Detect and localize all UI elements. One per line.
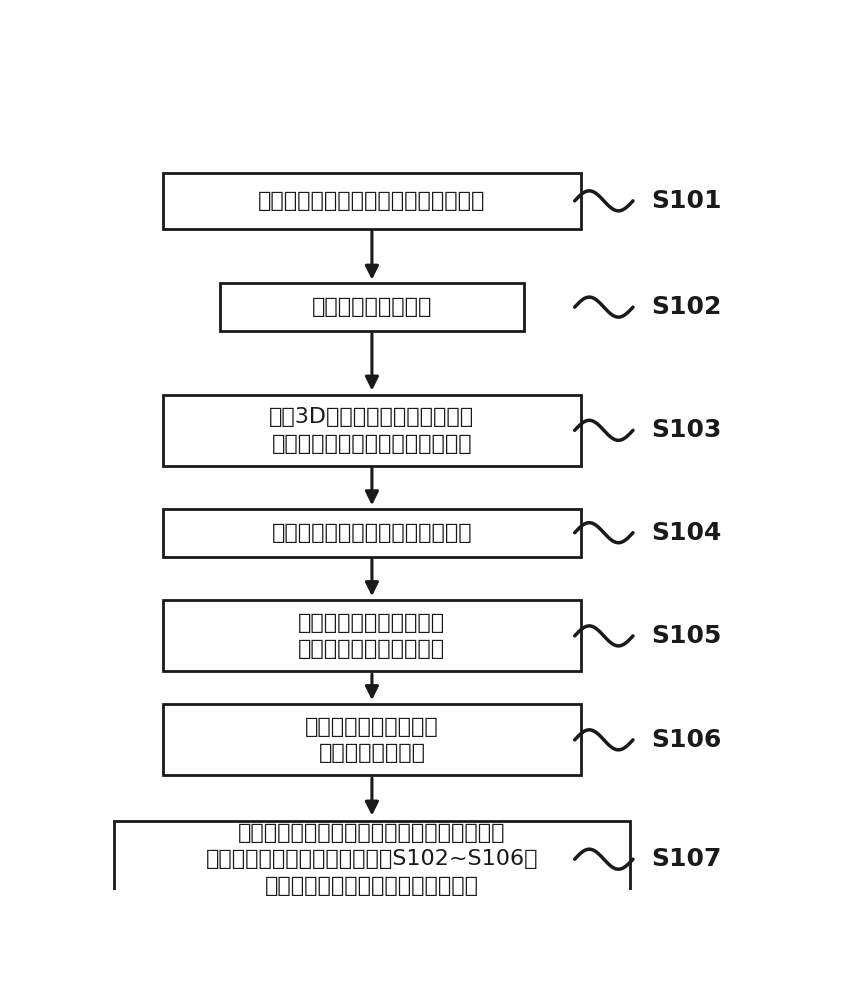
FancyBboxPatch shape bbox=[163, 395, 581, 466]
Text: S101: S101 bbox=[652, 189, 722, 213]
Text: 通过3D激光传感器扫描所述点胶
作业的胶路的轮廓，得到轮廓数据: 通过3D激光传感器扫描所述点胶 作业的胶路的轮廓，得到轮廓数据 bbox=[269, 407, 475, 454]
Text: 判断所述平均胶量是否
在所述误差范围内: 判断所述平均胶量是否 在所述误差范围内 bbox=[305, 717, 439, 763]
Text: S102: S102 bbox=[652, 295, 722, 319]
FancyBboxPatch shape bbox=[163, 509, 581, 557]
Text: S103: S103 bbox=[652, 418, 722, 442]
Text: S104: S104 bbox=[652, 521, 722, 545]
Text: 基于所述轮廓数据，构建点云数据: 基于所述轮廓数据，构建点云数据 bbox=[272, 523, 472, 543]
FancyBboxPatch shape bbox=[163, 173, 581, 229]
Text: S107: S107 bbox=[652, 847, 722, 871]
Text: 根据所述点云数据，计算
单元长度胶路的平均胶量: 根据所述点云数据，计算 单元长度胶路的平均胶量 bbox=[298, 613, 445, 659]
Text: S105: S105 bbox=[652, 624, 722, 648]
FancyBboxPatch shape bbox=[163, 704, 581, 775]
FancyBboxPatch shape bbox=[220, 283, 524, 331]
Text: S106: S106 bbox=[652, 728, 722, 752]
FancyBboxPatch shape bbox=[163, 600, 581, 671]
Text: 点胶机进行点胶作业: 点胶机进行点胶作业 bbox=[312, 297, 432, 317]
FancyBboxPatch shape bbox=[114, 821, 630, 897]
Text: 预设单位长度胶路的胶量及其误差范围: 预设单位长度胶路的胶量及其误差范围 bbox=[258, 191, 486, 211]
Text: 当所述平均胶量不在误差范围内时，调节点胶
机螺杆阀的参数，然后重复步骤S102~S106，
直至所述平均胶量在所述误差范围内: 当所述平均胶量不在误差范围内时，调节点胶 机螺杆阀的参数，然后重复步骤S102~… bbox=[206, 823, 538, 896]
